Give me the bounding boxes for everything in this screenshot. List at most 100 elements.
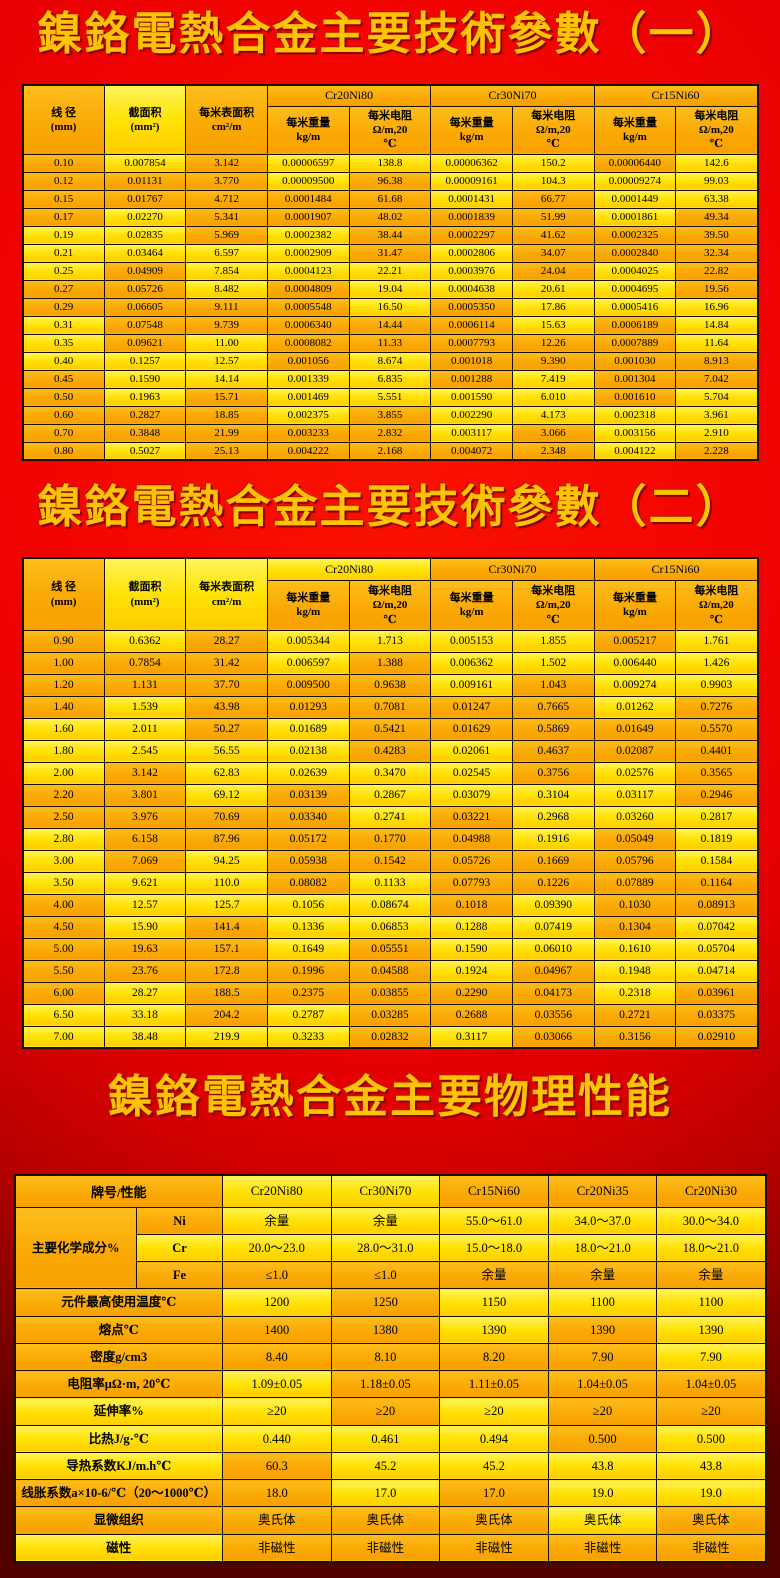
alloy-header-cr20ni80: Cr20Ni80 [266,557,432,581]
table-row: 0.80 0.5027 25.13 0.004222 2.168 0.004072 2.34… [22,441,758,461]
table-cell: 8.482 [185,279,268,299]
table-cell: 142.6 [675,153,758,173]
cross-section-header: 截面积 (mm²) [103,557,187,631]
row-label-cell: 6.50 [22,1003,105,1027]
tech-table-1: 线 径 (mm) 截面积 (mm²) 每米表面积 cm²/m Cr20Ni80 … [21,84,759,462]
table-cell: 41.62 [511,225,595,245]
table-cell: 0.02639 [266,761,350,785]
table-row: 磁性 非磁性 非磁性 非磁性 非磁性 非磁性 [14,1533,766,1563]
table-row: 电阻率μΩ·m, 20℃ 1.09±0.05 1.18±0.05 1.11±0.05 1… [14,1370,766,1399]
row-label-cell: 熔点℃ [14,1315,223,1344]
table-cell: 0.05938 [266,849,350,873]
table-cell: 4.712 [185,189,268,209]
table-row: 2.20 3.801 69.12 0.03139 0.2867 0.03079 0.3104… [22,783,758,807]
table-cell: 1390 [656,1315,766,1344]
table-cell: 0.00006362 [430,153,513,173]
table-row: Fe ≤1.0 ≤1.0 余量 余量 余量 [15,1261,766,1290]
table-cell: 0.1584 [675,849,758,873]
table-cell: 0.01131 [103,171,187,191]
table-cell: 11.33 [348,333,432,353]
table-cell: 0.4637 [511,739,595,763]
table-cell: 0.2688 [430,1003,513,1027]
table-cell: 0.9638 [348,673,432,697]
table-cell: 0.0001484 [266,189,350,209]
row-label-cell: 1.20 [22,673,105,697]
row-label-cell: 1.60 [22,717,105,741]
table-cell: 9.621 [103,871,187,895]
table-cell: 0.2946 [675,783,758,807]
table-cell: 0.001288 [430,369,513,389]
table-cell: 188.5 [185,981,268,1005]
table-cell: 0.01689 [266,717,350,741]
table-cell: 0.07042 [675,915,758,939]
table-cell: 0.0001907 [266,207,350,227]
chemical-composition-rows: 主要化学成分% Ni 余量 余量 55.0～61.0 34.0～37.0 30.… [14,1206,766,1290]
table-cell: 0.007854 [103,153,187,173]
table-cell: 1400 [222,1315,332,1344]
table-cell: 17.0 [439,1479,549,1508]
table-row: 0.70 0.3848 21.99 0.003233 2.832 0.003117 3.06… [22,423,758,443]
table-cell: 0.3470 [348,761,432,785]
table-cell: 奥氏体 [656,1506,766,1535]
table-cell: 0.1164 [675,871,758,895]
table-cell: 0.02576 [593,761,677,785]
table-cell: 0.1336 [266,915,350,939]
table-cell: 1.04±0.05 [547,1370,658,1399]
table-cell: 7.854 [185,261,268,281]
table-cell: 0.1924 [430,959,513,983]
resistance-header: 每米电阻 Ω/m,20 ℃ [511,105,595,155]
row-label-cell: 2.00 [22,761,105,785]
header-row: 每米重量 kg/m 每米电阻 Ω/m,20 ℃ 每米重量 kg/m 每米电阻 Ω… [23,105,758,155]
chem-value-cell: 余量 [656,1261,766,1290]
table-cell: ≥20 [547,1397,658,1426]
table-cell: 0.5421 [348,717,432,741]
table-cell: 12.26 [511,333,595,353]
table-row: 3.00 7.069 94.25 0.05938 0.1542 0.05726 0.1669… [22,849,758,873]
weight-header: 每米重量 kg/m [430,579,513,631]
table-cell: 0.1590 [430,937,513,961]
table-cell: 0.001610 [593,387,677,407]
table-cell: 51.99 [511,207,595,227]
table-cell: 0.08913 [675,893,758,917]
table-cell: 非磁性 [222,1533,332,1563]
table-cell: 0.02910 [675,1025,758,1049]
row-label-cell: 0.15 [22,189,105,209]
table-cell: 0.1304 [593,915,677,939]
row-label-cell: 导热系数KJ/m.h℃ [14,1451,223,1481]
table-cell: 0.4283 [348,739,432,763]
table-cell: 34.07 [511,243,595,263]
chem-value-cell: 28.0～31.0 [330,1233,441,1263]
table-cell: 62.83 [185,761,268,785]
table-cell: 12.57 [185,351,268,371]
table-cell: 0.00006440 [593,153,677,173]
table-cell: 0.0008082 [266,333,350,353]
table-cell: 0.2827 [103,405,187,425]
row-label-cell: 延伸率% [14,1397,223,1426]
table-cell: 0.0002909 [266,243,350,263]
weight-header: 每米重量 kg/m [593,105,677,155]
table-cell: 0.006597 [266,651,350,675]
table-row: 1.40 1.539 43.98 0.01293 0.7081 0.01247 0.7665… [22,695,758,719]
table-cell: 0.1996 [266,959,350,983]
section-title-physical-properties: 鎳鉻電熱合金主要物理性能 [107,1072,672,1123]
table-cell: 0.2787 [266,1003,350,1027]
table-cell: 0.0001449 [593,189,677,209]
table-cell: 49.34 [675,207,758,227]
chem-value-cell: 20.0～23.0 [222,1233,332,1263]
table-cell: 0.03285 [348,1003,432,1027]
resistance-header: 每米电阻 Ω/m,20 ℃ [675,579,758,631]
table-cell: 0.3233 [266,1025,350,1049]
row-label-cell: 0.17 [22,207,105,227]
table-cell: 0.6362 [103,629,187,653]
table-cell: 0.500 [547,1424,658,1453]
table-cell: 0.009161 [430,673,513,697]
table-cell: 0.05704 [675,937,758,961]
table-cell: 0.5570 [675,717,758,741]
table-cell: 172.8 [185,959,268,983]
table-cell: 0.004222 [266,441,350,461]
table-cell: 0.03855 [348,981,432,1005]
table-cell: 0.03117 [593,783,677,807]
table-cell: 0.461 [330,1424,441,1453]
row-label-cell: 0.50 [22,387,105,407]
table-cell: 5.551 [348,387,432,407]
